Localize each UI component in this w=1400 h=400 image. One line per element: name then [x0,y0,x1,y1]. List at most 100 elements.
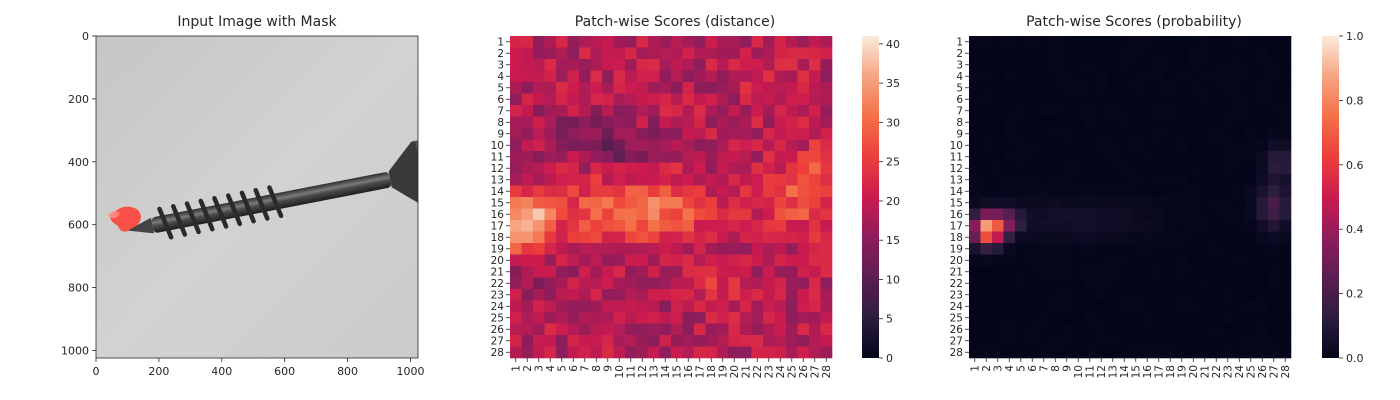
heatmap-cell [717,277,729,290]
heatmap-cell [1130,82,1142,94]
heatmap-cell [602,36,614,48]
heatmap-cell [1026,312,1039,324]
heatmap-cell [648,59,660,71]
heatmap-cell [671,312,683,324]
heatmap-cell [1095,128,1108,140]
heatmap-cell [544,174,557,186]
heatmap-cell [1153,208,1165,221]
heatmap-cell [682,174,695,186]
heatmap-cell [1130,139,1142,152]
heatmap-cell [1256,82,1269,94]
heatmap-cell [774,243,787,255]
heatmap-cell [786,231,798,244]
heatmap-cell [1015,139,1027,152]
heatmap-cell [579,243,591,255]
heatmap-cell [579,59,591,71]
heatmap-cell [717,220,729,232]
heatmap-cell [1279,162,1292,175]
heatmap-cell [1141,70,1154,83]
heatmap-cell [579,197,591,209]
heatmap-cell [1072,162,1085,175]
heatmap-cell [556,162,568,175]
row-tick-label: 27 [491,335,504,347]
heatmap-cell [980,312,993,324]
heatmap-cell [1279,93,1292,106]
heatmap-cell [613,162,626,175]
heatmap-cell [980,128,993,140]
heatmap-cell [602,208,614,221]
heatmap-cell [797,105,810,117]
heatmap-cell [636,36,649,48]
row-tick-label: 2 [956,48,963,60]
heatmap-cell [625,36,637,48]
heatmap-cell [786,312,798,324]
heatmap-cell [1061,151,1073,163]
heatmap-cell [1222,266,1234,278]
heatmap-cell [717,300,729,313]
heatmap-cell [980,300,993,313]
heatmap-cell [671,346,683,359]
row-tick-label: 13 [491,174,504,186]
heatmap-cell [648,300,660,313]
heatmap-cell [636,174,649,186]
heatmap-cell [625,323,637,336]
heatmap-cell [820,47,833,60]
heatmap-cell [659,116,672,129]
heatmap-cell [992,197,1004,209]
heatmap-cell [797,335,810,347]
heatmap-cell [694,151,706,163]
heatmap-cell [763,70,775,83]
heatmap-cell [1268,243,1280,255]
heatmap-cell [694,335,706,347]
heatmap-cell [602,82,614,94]
heatmap-cell [1187,300,1200,313]
heatmap-cell [797,266,810,278]
heatmap-cell [533,59,545,71]
heatmap-cell [1141,323,1154,336]
heatmap-cell [1084,185,1096,198]
heatmap-cell [1026,93,1039,106]
heatmap-cell [1256,220,1269,232]
heatmap-cell [1256,185,1269,198]
heatmap-cell [1015,47,1027,60]
heatmap-cell [1256,128,1269,140]
heatmap-cell [510,300,522,313]
heatmap-cell [1164,266,1177,278]
heatmap-cell [1141,266,1154,278]
heatmap-cell [705,59,718,71]
heatmap-cell [694,59,706,71]
heatmap-cell [1015,208,1027,221]
heatmap-cell [1222,162,1234,175]
heatmap-cell [786,300,798,313]
heatmap-cell [671,128,683,140]
heatmap-cell [682,36,695,48]
heatmap-cell [1107,277,1119,290]
heatmap-cell [1233,174,1246,186]
heatmap-cell [1084,105,1096,117]
heatmap-cell [521,47,534,60]
heatmap-cell [1118,300,1131,313]
heatmap-cell [567,151,580,163]
heatmap-cell [556,93,568,106]
heatmap-cell [556,312,568,324]
heatmap-cell [1210,300,1223,313]
heatmap-cell [1268,59,1280,71]
heatmap-cell [567,162,580,175]
heatmap-cell [613,335,626,347]
heatmap-cell [1199,208,1211,221]
heatmap-cell [533,231,545,244]
heatmap-cell [786,116,798,129]
heatmap-cell [510,220,522,232]
heatmap-cell [1130,254,1142,267]
colorbar-tick-label: 35 [886,77,900,90]
heatmap-cell [1072,105,1085,117]
heatmap-cell [1153,243,1165,255]
heatmap-cell [1210,220,1223,232]
heatmap-cell [717,335,729,347]
col-tick-label: 11 [625,365,637,378]
heatmap-cell [1187,82,1200,94]
heatmap-cell [671,82,683,94]
heatmap-cell [969,174,981,186]
heatmap-cell [1210,93,1223,106]
heatmap-cell [694,185,706,198]
